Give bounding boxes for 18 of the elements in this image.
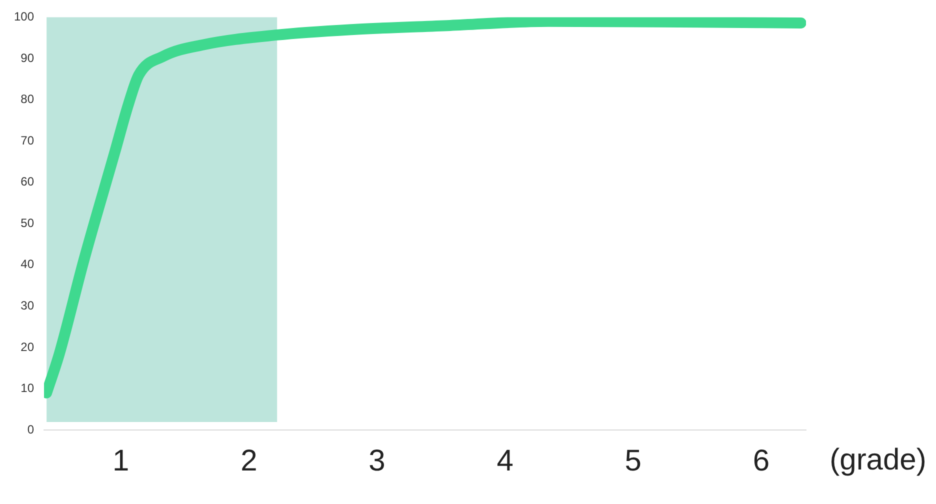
x-tick-label: 1	[112, 444, 130, 478]
x-tick-label: 3	[368, 444, 386, 478]
y-tick-label: 60	[20, 174, 34, 189]
y-tick-label: 0	[27, 422, 34, 436]
y-tick-label: 50	[20, 216, 34, 230]
x-tick-label: 2	[240, 444, 258, 478]
y-tick-label: 70	[20, 133, 34, 148]
x-axis-title: (grade)	[830, 443, 926, 476]
y-tick-label: 30	[20, 298, 34, 312]
x-tick-label: 4	[496, 444, 514, 478]
x-tick-label: 6	[752, 444, 770, 478]
y-tick-label: 40	[20, 257, 34, 272]
x-tick-label: 5	[624, 444, 642, 478]
y-tick-label: 10	[20, 381, 34, 396]
y-tick-label: 90	[20, 50, 34, 65]
y-tick-label: 100	[14, 10, 34, 24]
y-tick-label: 80	[20, 92, 34, 106]
y-tick-label: 20	[20, 340, 34, 354]
